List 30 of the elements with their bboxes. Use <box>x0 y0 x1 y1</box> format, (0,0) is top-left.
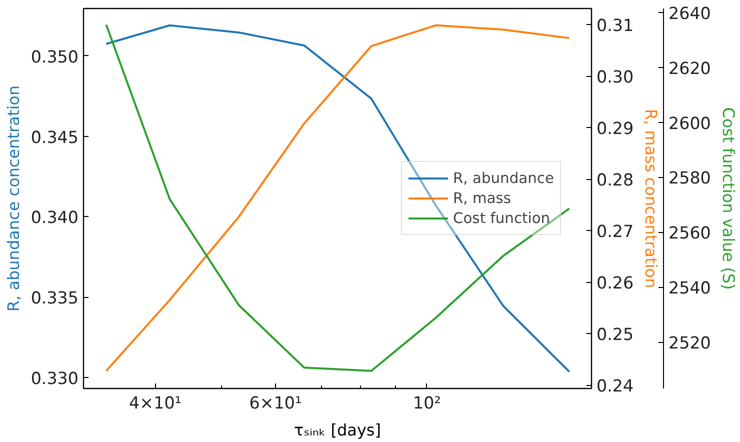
y2-tick-label: 0.26 <box>596 274 634 293</box>
y2-tick-label: 0.24 <box>596 376 634 396</box>
y-tick-label: 0.345 <box>30 128 79 147</box>
y2-tick-label: 0.27 <box>596 222 634 242</box>
x-tick-label: 4×10¹ <box>129 394 182 412</box>
y2-axis-title: R, mass concentration <box>642 108 661 288</box>
y2-tick-label: 0.30 <box>596 68 634 87</box>
y3-axis-title: Cost function value (S) <box>718 107 738 290</box>
y3-tick-label: 2600 <box>668 114 711 133</box>
legend-label: R, abundance <box>452 170 554 186</box>
y3-tick-label: 2560 <box>668 224 711 243</box>
y-tick-label: 0.340 <box>30 208 79 228</box>
legend-label: Cost function <box>452 210 550 226</box>
y3-tick-label: 2580 <box>668 168 711 188</box>
y3-tick-label: 2620 <box>668 58 711 78</box>
y-tick-label: 0.350 <box>30 47 79 66</box>
y-tick-label: 0.335 <box>30 288 79 308</box>
y-axis-title: R, abundance concentration <box>4 85 23 312</box>
x-tick-label: 6×10¹ <box>249 394 302 412</box>
y3-tick-label: 2640 <box>668 4 711 23</box>
y2-tick-label: 0.29 <box>596 119 634 138</box>
y3-tick-label: 2520 <box>668 334 711 353</box>
y2-tick-label: 0.31 <box>596 16 634 36</box>
y2-tick-label: 0.25 <box>596 325 634 344</box>
y-tick-label: 0.330 <box>30 368 79 388</box>
y2-tick-label: 0.28 <box>596 170 634 190</box>
legend-label: R, mass <box>452 190 512 206</box>
x-tick-label: 10² <box>413 394 441 412</box>
x-axis-title: τₛᵢₙₖ [days] <box>294 420 381 440</box>
y3-tick-label: 2540 <box>668 278 711 298</box>
